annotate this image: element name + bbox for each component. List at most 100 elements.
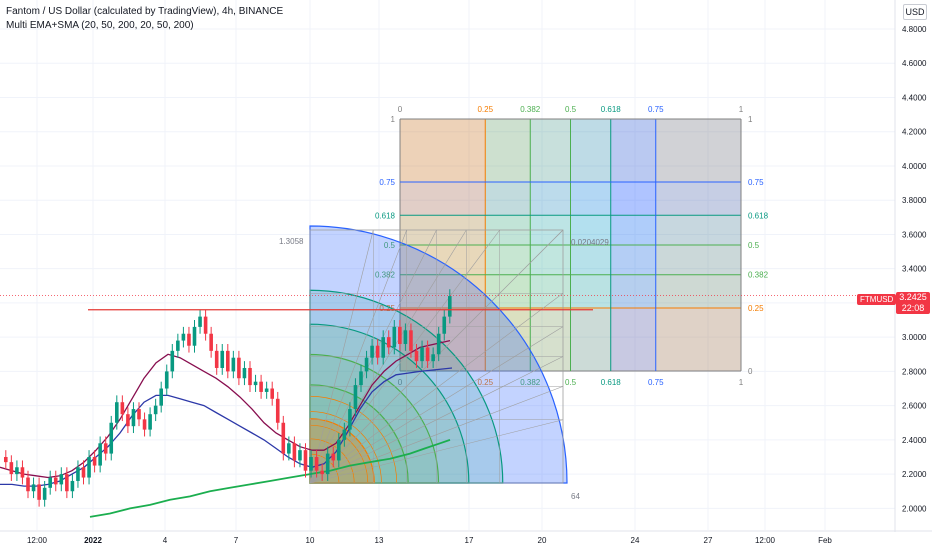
candle-body bbox=[87, 457, 91, 478]
gann-top-label: 0.382 bbox=[520, 105, 541, 114]
candle-body bbox=[287, 443, 291, 454]
gann-bottom-label: 0 bbox=[398, 378, 403, 387]
candle-body bbox=[425, 347, 430, 362]
y-tick-label: 4.4000 bbox=[902, 93, 927, 102]
candle-body bbox=[142, 419, 147, 430]
symbol-tag: FTMUSD bbox=[857, 294, 897, 305]
bar-countdown: 22:08 bbox=[901, 303, 925, 313]
candle-body bbox=[148, 414, 152, 430]
candle-body bbox=[137, 409, 141, 420]
candle-body bbox=[370, 345, 374, 358]
candle-body bbox=[42, 487, 47, 500]
x-tick-label: 12:00 bbox=[27, 536, 48, 545]
gann-fan-ray bbox=[309, 419, 564, 484]
candle-body bbox=[442, 316, 447, 334]
candle-body bbox=[364, 357, 369, 372]
candle-body bbox=[348, 409, 352, 430]
x-tick-label: 7 bbox=[234, 536, 239, 545]
chart-title: Fantom / US Dollar (calculated by Tradin… bbox=[6, 6, 284, 17]
candle-body bbox=[353, 385, 358, 410]
x-tick-label: 2022 bbox=[84, 536, 102, 545]
y-tick-label: 4.6000 bbox=[902, 59, 927, 68]
gann-fan-ray bbox=[309, 229, 407, 484]
candle-body bbox=[298, 450, 302, 461]
candle-body bbox=[98, 443, 102, 466]
gann-bottom-label: 0.25 bbox=[477, 378, 493, 387]
candle-body bbox=[214, 350, 219, 368]
candle-body bbox=[414, 350, 419, 362]
gann-fan-ray bbox=[309, 229, 564, 484]
candle-body bbox=[259, 381, 263, 392]
candle-body bbox=[409, 330, 413, 351]
candle-body bbox=[153, 405, 158, 415]
gann-right-label: 0.25 bbox=[748, 304, 764, 313]
gann-left-label: 0.25 bbox=[379, 304, 395, 313]
gann-fan-ray bbox=[309, 386, 564, 484]
gann-top-label: 0.618 bbox=[601, 105, 622, 114]
candle-body bbox=[81, 467, 86, 478]
gann-right-label: 0.618 bbox=[748, 211, 769, 220]
gann-bottom-label: 0.75 bbox=[648, 378, 664, 387]
candle-body bbox=[109, 422, 114, 454]
gann-fan-ray bbox=[309, 293, 564, 484]
gann-top-label: 0.75 bbox=[648, 105, 664, 114]
y-tick-label: 3.6000 bbox=[902, 230, 927, 239]
x-tick-label: Feb bbox=[818, 536, 832, 545]
candle-body bbox=[203, 316, 208, 334]
gann-left-label: 1 bbox=[391, 115, 396, 124]
gann-fan-ray bbox=[309, 229, 467, 484]
candle-body bbox=[176, 340, 180, 351]
candle-body bbox=[170, 350, 175, 372]
candle-body bbox=[381, 337, 385, 358]
x-tick-label: 12:00 bbox=[755, 536, 776, 545]
gann-ratio-label: 0.0204029 bbox=[571, 238, 609, 247]
gann-left-label: 0.5 bbox=[384, 241, 396, 250]
price-axis[interactable]: 4.8000 4.6000 4.4000 4.2000 4.0000 3.8000 3.60… bbox=[894, 0, 927, 532]
candle-body bbox=[15, 467, 19, 475]
candle-body bbox=[448, 296, 452, 317]
candle-body bbox=[242, 367, 247, 379]
candle-body bbox=[198, 316, 202, 327]
ma-line-3 bbox=[89, 439, 451, 518]
candle-body bbox=[264, 388, 269, 392]
y-tick-label: 2.2000 bbox=[902, 470, 927, 479]
time-axis[interactable]: 12:00 2022 4 7 10 13 17 20 24 27 12:00 Feb bbox=[0, 530, 932, 545]
gann-bars-label: 64 bbox=[571, 492, 580, 501]
y-tick-label: 2.4000 bbox=[902, 436, 927, 445]
x-tick-label: 4 bbox=[163, 536, 168, 545]
currency-badge[interactable]: USD bbox=[903, 4, 927, 20]
candle-body bbox=[115, 402, 119, 423]
candle-body bbox=[270, 388, 274, 399]
candle-body bbox=[187, 333, 191, 346]
indicator-legend: Multi EMA+SMA (20, 50, 200, 20, 50, 200) bbox=[6, 20, 194, 31]
candle-body bbox=[431, 354, 435, 362]
gann-bottom-label: 1 bbox=[739, 378, 744, 387]
gann-fan-ray bbox=[309, 326, 564, 484]
candle-body bbox=[20, 467, 25, 478]
candle-body bbox=[209, 333, 213, 351]
candle-body bbox=[59, 474, 64, 485]
candle-body bbox=[192, 326, 197, 346]
ma-line-2 bbox=[0, 367, 453, 487]
candle-body bbox=[164, 371, 169, 389]
chart-overlay bbox=[0, 295, 895, 311]
x-tick-label: 17 bbox=[465, 536, 474, 545]
y-tick-label: 3.0000 bbox=[902, 333, 927, 342]
candle-body bbox=[120, 402, 125, 415]
candle-body bbox=[70, 480, 75, 492]
candle-body bbox=[275, 398, 280, 423]
candle-body bbox=[103, 443, 108, 454]
y-tick-label: 2.8000 bbox=[902, 367, 927, 376]
gann-box[interactable]: 0 0 0.25 0.25 0.25 0.25 0.382 0.382 0.382 0.382 0.… bbox=[279, 105, 769, 501]
candle-body bbox=[403, 330, 408, 345]
candle-body bbox=[253, 381, 258, 386]
gann-left-label: 0.75 bbox=[379, 178, 395, 187]
candle-body bbox=[436, 333, 441, 355]
candle-body bbox=[4, 457, 8, 463]
candle-body bbox=[386, 337, 391, 348]
candle-body bbox=[375, 345, 380, 358]
candle-body bbox=[231, 357, 236, 372]
candle-body bbox=[420, 347, 424, 362]
candle-body bbox=[331, 453, 336, 461]
